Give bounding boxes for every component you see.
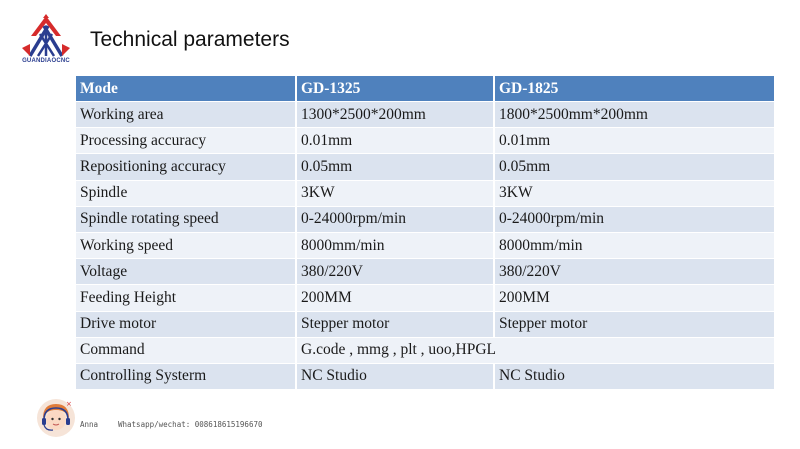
spec-table: Mode GD-1325 GD-1825 Working area 1300*2… <box>76 76 774 390</box>
param-value-1: 200MM <box>296 284 495 311</box>
param-value-2: 0.01mm <box>494 127 774 154</box>
table-row: Command G.code , mmg , plt , uoo,HPGL <box>76 336 774 364</box>
param-value-2: 380/220V <box>494 258 774 285</box>
param-name: Drive motor <box>76 310 297 338</box>
table-row: Spindle rotating speed 0-24000rpm/min 0-… <box>76 205 774 233</box>
param-value-1: 0.05mm <box>296 153 495 181</box>
param-name: Spindle rotating speed <box>76 205 297 233</box>
param-name: Feeding Height <box>76 284 297 311</box>
param-value-2: 3KW <box>494 179 774 207</box>
param-value-merged: G.code , mmg , plt , uoo,HPGL <box>296 336 774 364</box>
page-title: Technical parameters <box>90 28 290 51</box>
param-value-2: NC Studio <box>494 362 774 390</box>
table-row: Controlling Systerm NC Studio NC Studio <box>76 362 774 390</box>
param-value-1: 3KW <box>296 179 495 207</box>
table-row: Working area 1300*2500*200mm 1800*2500mm… <box>76 100 774 128</box>
header-model-2: GD-1825 <box>494 76 774 102</box>
table-row: Feeding Height 200MM 200MM <box>76 284 774 311</box>
param-name: Working speed <box>76 231 297 259</box>
param-value-1: 1300*2500*200mm <box>296 100 495 128</box>
param-value-2: 0-24000rpm/min <box>494 205 774 233</box>
param-value-1: 380/220V <box>296 258 495 285</box>
param-name: Processing accuracy <box>76 127 297 154</box>
customer-service-avatar-icon: × <box>37 399 75 437</box>
param-value-1: Stepper motor <box>296 310 495 338</box>
header-model-1: GD-1325 <box>296 76 495 102</box>
param-value-2: 8000mm/min <box>494 231 774 259</box>
table-row: Voltage 380/220V 380/220V <box>76 258 774 285</box>
table-row: Spindle 3KW 3KW <box>76 179 774 207</box>
param-value-2: 1800*2500mm*200mm <box>494 100 774 128</box>
param-value-1: 8000mm/min <box>296 231 495 259</box>
contact-whatsapp-wechat: Whatsapp/wechat: 008618615196670 <box>118 420 263 429</box>
table-header-row: Mode GD-1325 GD-1825 <box>76 76 774 102</box>
param-name: Spindle <box>76 179 297 207</box>
brand-logo-text: GUANDIAOCNC <box>22 58 70 64</box>
param-name: Command <box>76 336 297 364</box>
param-value-1: 0-24000rpm/min <box>296 205 495 233</box>
header-mode: Mode <box>76 76 297 102</box>
table-row: Drive motor Stepper motor Stepper motor <box>76 310 774 338</box>
param-value-2: 0.05mm <box>494 153 774 181</box>
brand-logo-icon <box>22 14 70 57</box>
param-value-2: Stepper motor <box>494 310 774 338</box>
param-name: Working area <box>76 100 297 128</box>
table-row: Processing accuracy 0.01mm 0.01mm <box>76 127 774 154</box>
table-row: Working speed 8000mm/min 8000mm/min <box>76 231 774 259</box>
contact-name: Anna <box>80 420 99 429</box>
table-row: Repositioning accuracy 0.05mm 0.05mm <box>76 153 774 181</box>
param-name: Controlling Systerm <box>76 362 297 390</box>
param-value-1: NC Studio <box>296 362 495 390</box>
param-name: Voltage <box>76 258 297 285</box>
svg-text:×: × <box>66 400 72 408</box>
param-value-2: 200MM <box>494 284 774 311</box>
param-value-1: 0.01mm <box>296 127 495 154</box>
param-name: Repositioning accuracy <box>76 153 297 181</box>
